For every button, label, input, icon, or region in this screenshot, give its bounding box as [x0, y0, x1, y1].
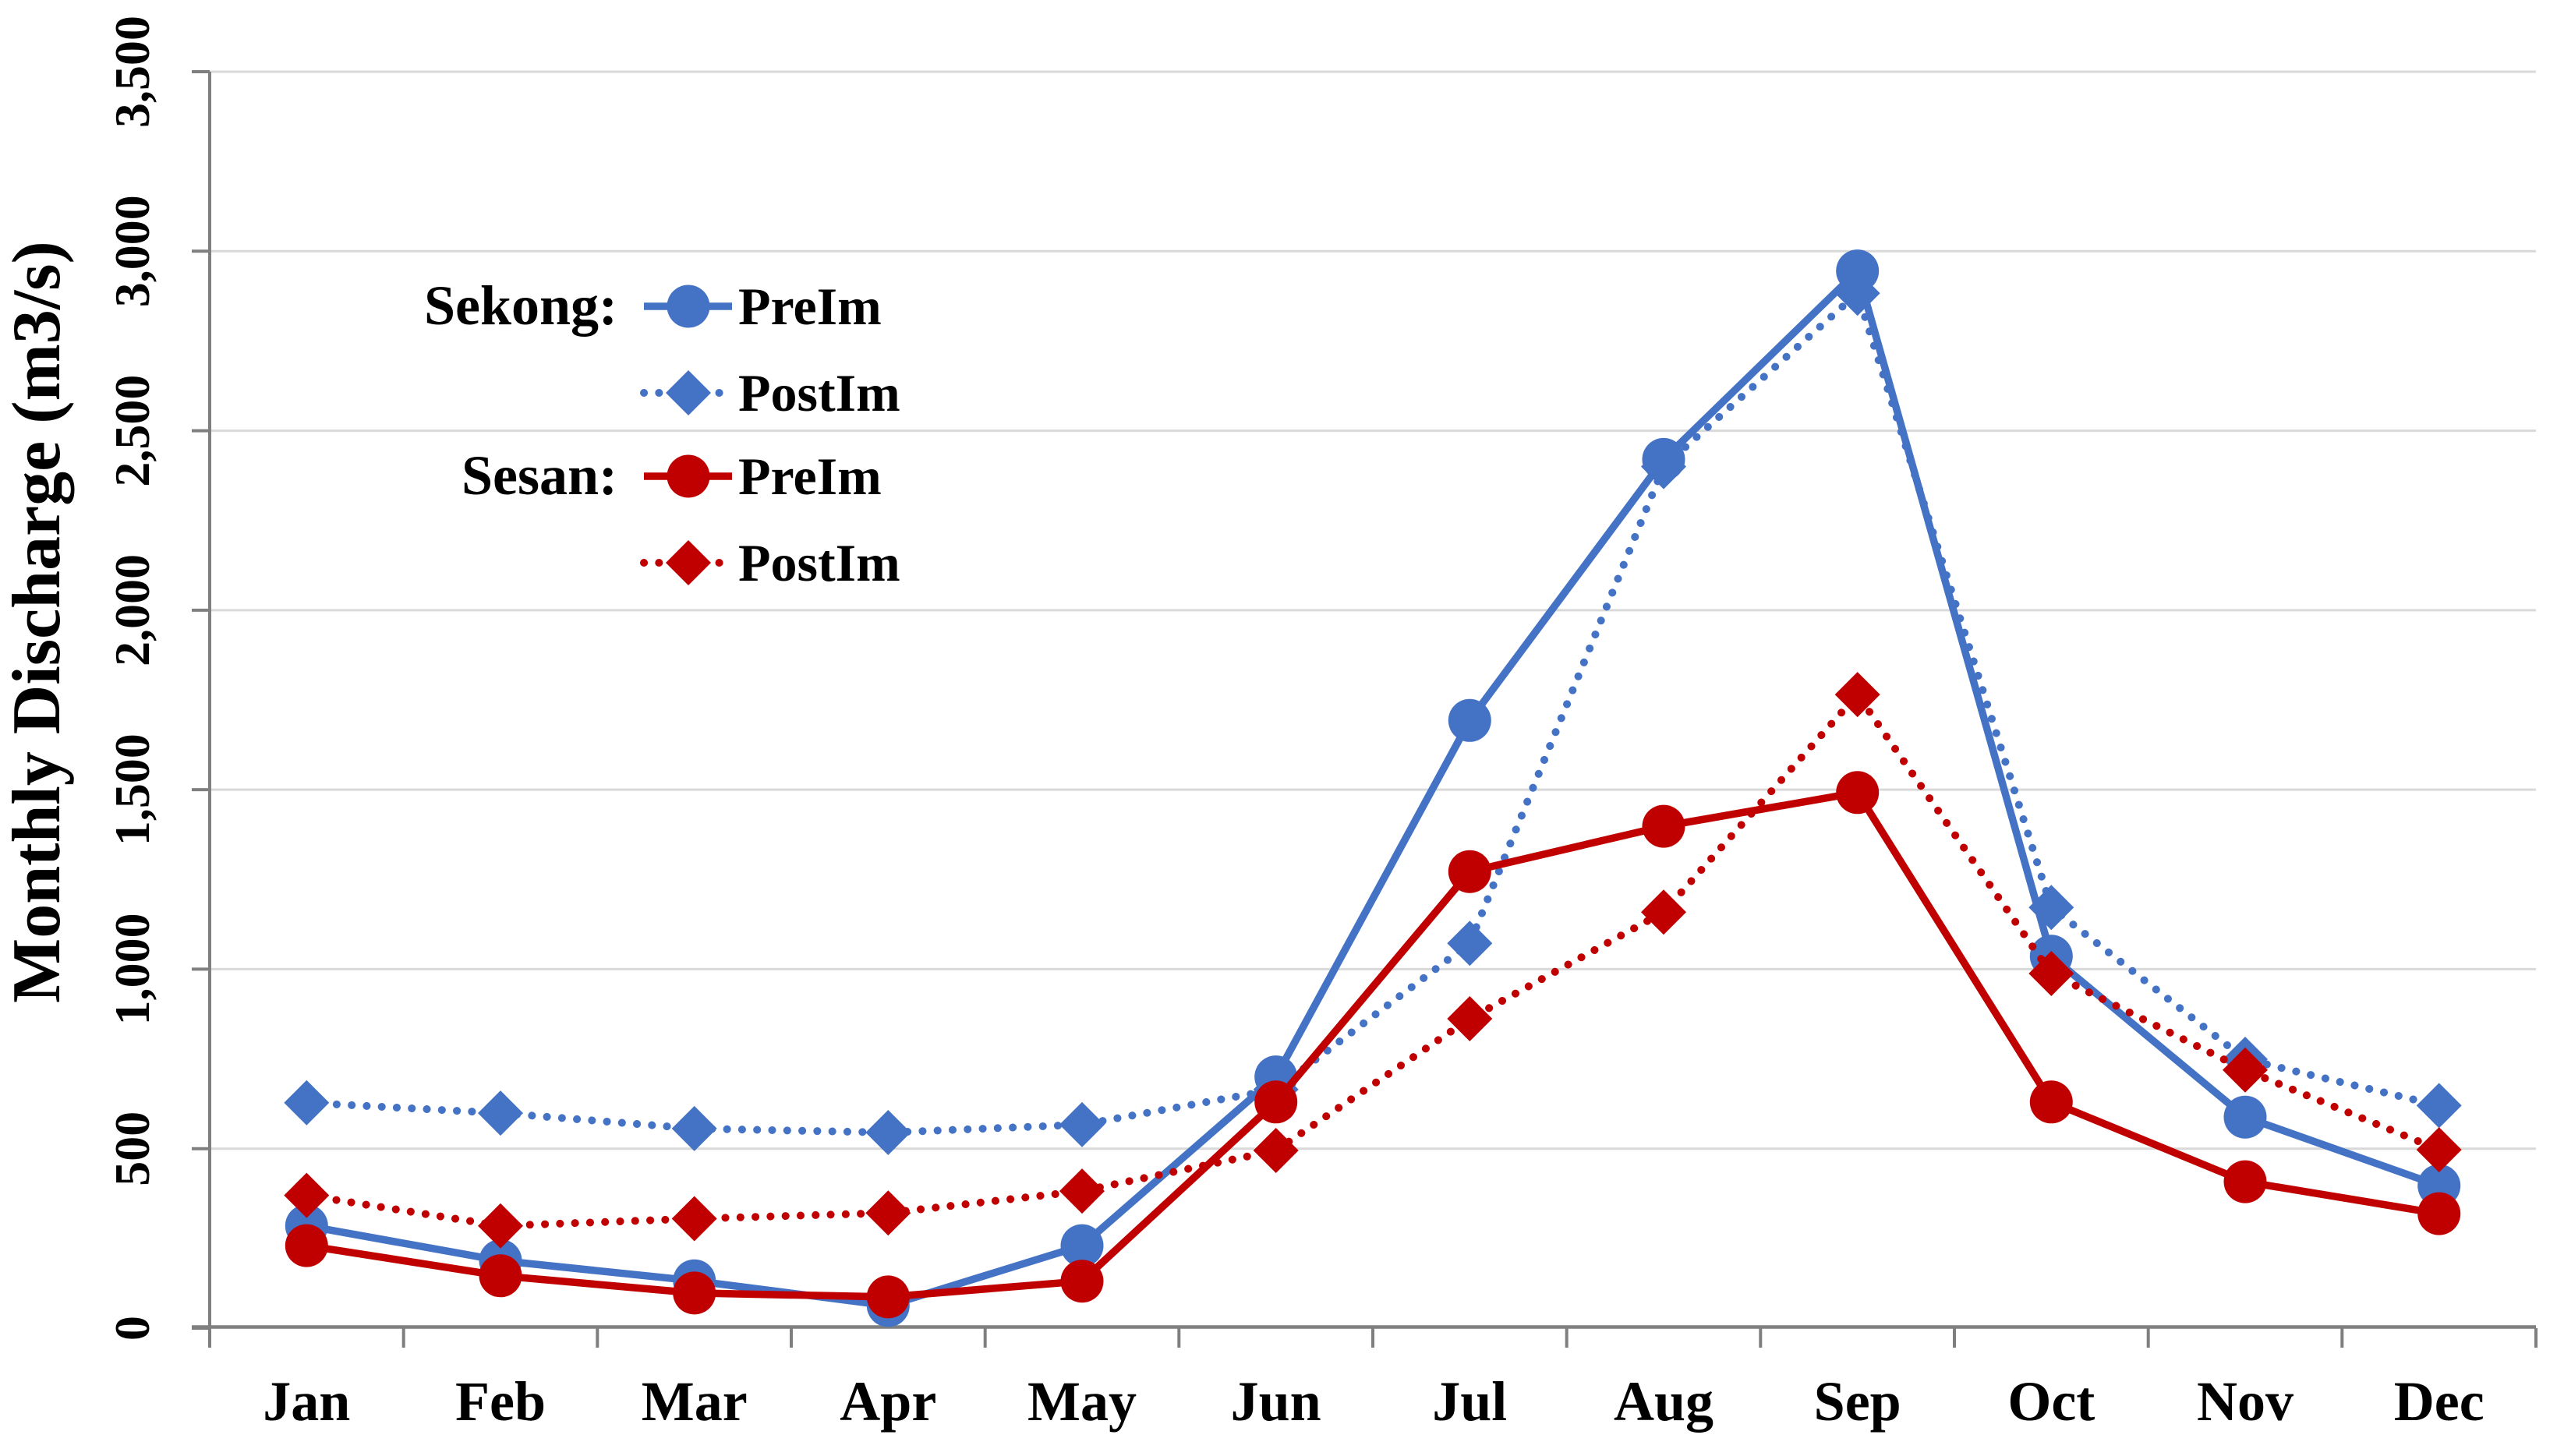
svg-text:0: 0 — [104, 1316, 160, 1341]
svg-text:Feb: Feb — [455, 1370, 546, 1433]
svg-text:PreIm: PreIm — [738, 447, 882, 506]
svg-text:Apr: Apr — [840, 1370, 936, 1433]
svg-text:Dec: Dec — [2394, 1370, 2484, 1433]
svg-text:Oct: Oct — [2007, 1370, 2095, 1433]
svg-text:Sesan:: Sesan: — [462, 444, 617, 507]
svg-text:Sekong:: Sekong: — [424, 274, 617, 337]
svg-text:500: 500 — [104, 1111, 160, 1186]
svg-text:May: May — [1027, 1370, 1137, 1433]
svg-text:3,500: 3,500 — [104, 16, 160, 128]
svg-text:PreIm: PreIm — [738, 277, 882, 336]
svg-text:3,000: 3,000 — [104, 195, 160, 307]
svg-text:PostIm: PostIm — [738, 533, 900, 592]
svg-text:Sep: Sep — [1814, 1370, 1901, 1433]
svg-text:Nov: Nov — [2197, 1370, 2294, 1433]
svg-text:Jan: Jan — [263, 1370, 350, 1433]
svg-text:Mar: Mar — [642, 1370, 748, 1433]
svg-text:1,000: 1,000 — [104, 913, 160, 1025]
svg-text:PostIm: PostIm — [738, 363, 900, 422]
svg-text:2,500: 2,500 — [104, 375, 160, 487]
svg-text:1,500: 1,500 — [104, 733, 160, 846]
svg-text:Aug: Aug — [1614, 1370, 1714, 1433]
svg-text:Jul: Jul — [1432, 1370, 1507, 1433]
svg-text:Monthly Discharge (m3/s): Monthly Discharge (m3/s) — [0, 241, 75, 1003]
svg-text:2,000: 2,000 — [104, 554, 160, 666]
svg-text:Jun: Jun — [1231, 1370, 1321, 1433]
